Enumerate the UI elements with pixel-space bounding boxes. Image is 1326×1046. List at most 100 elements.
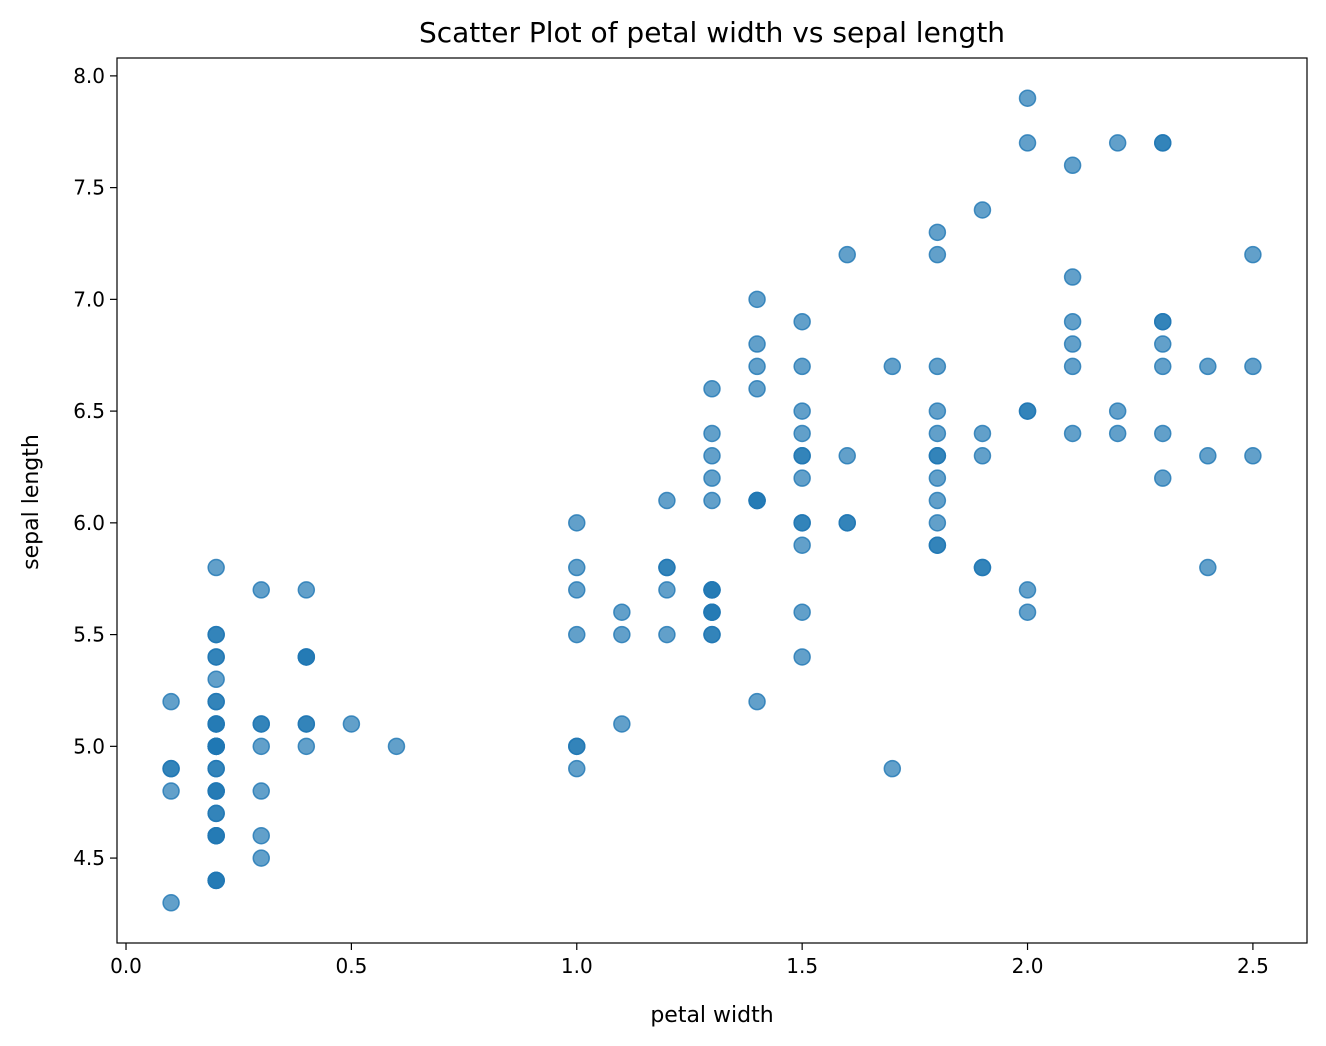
data-point bbox=[793, 357, 811, 376]
x-tick-label: 1.0 bbox=[561, 954, 593, 978]
data-point bbox=[207, 692, 225, 711]
data-point bbox=[252, 715, 270, 733]
data-point bbox=[793, 648, 811, 666]
data-point bbox=[252, 782, 270, 800]
data-point bbox=[1018, 89, 1037, 107]
data-point bbox=[1154, 335, 1172, 353]
data-point bbox=[928, 357, 947, 376]
data-point bbox=[928, 469, 947, 487]
data-point bbox=[703, 380, 721, 398]
data-point bbox=[207, 648, 225, 666]
data-point bbox=[162, 759, 180, 778]
data-point bbox=[1063, 268, 1082, 286]
data-point bbox=[252, 826, 270, 845]
data-point bbox=[1199, 558, 1217, 577]
x-tick-label: 0.5 bbox=[335, 954, 367, 978]
data-point bbox=[703, 581, 721, 599]
data-point bbox=[1063, 357, 1082, 376]
data-point bbox=[1154, 357, 1172, 376]
data-point bbox=[883, 357, 902, 376]
data-point bbox=[342, 715, 361, 733]
data-point bbox=[297, 715, 316, 733]
y-tick-label: 5.5 bbox=[73, 623, 105, 647]
data-point bbox=[793, 424, 811, 443]
data-point bbox=[748, 380, 766, 398]
data-point bbox=[883, 759, 902, 778]
data-point bbox=[1018, 581, 1037, 599]
data-point bbox=[207, 625, 225, 644]
data-point bbox=[297, 737, 316, 756]
data-point bbox=[207, 782, 225, 800]
data-point bbox=[793, 402, 811, 420]
data-point bbox=[568, 514, 586, 532]
x-tick-label: 2.5 bbox=[1237, 954, 1269, 978]
points-layer bbox=[162, 89, 1262, 912]
data-point bbox=[793, 603, 811, 621]
data-point bbox=[793, 312, 811, 331]
data-point bbox=[613, 625, 631, 644]
data-point bbox=[1018, 603, 1037, 621]
x-tick-label: 0.0 bbox=[110, 954, 142, 978]
data-point bbox=[1108, 134, 1127, 152]
data-point bbox=[1063, 424, 1082, 443]
data-point bbox=[252, 849, 270, 867]
data-point bbox=[838, 514, 856, 532]
data-point bbox=[703, 491, 721, 510]
data-point bbox=[1108, 402, 1127, 420]
data-point bbox=[928, 424, 947, 443]
y-tick-label: 7.5 bbox=[73, 176, 105, 200]
data-point bbox=[1199, 447, 1217, 465]
data-point bbox=[297, 581, 316, 599]
data-point bbox=[1244, 245, 1262, 264]
data-point bbox=[568, 558, 586, 577]
y-axis: 4.5 5.0 5.5 6.0 6.5 7.0 7.5 8.0 bbox=[73, 64, 117, 870]
data-point bbox=[1154, 312, 1172, 331]
data-point bbox=[658, 625, 676, 644]
y-tick-label: 5.0 bbox=[73, 734, 105, 758]
data-point bbox=[613, 603, 631, 621]
data-point bbox=[1063, 335, 1082, 353]
data-point bbox=[793, 469, 811, 487]
data-point bbox=[658, 558, 676, 577]
data-point bbox=[838, 245, 856, 264]
data-point bbox=[207, 737, 225, 756]
data-point bbox=[207, 715, 225, 733]
data-point bbox=[793, 514, 811, 532]
y-axis-label: sepal length bbox=[19, 434, 44, 570]
data-point bbox=[928, 536, 947, 554]
data-point bbox=[297, 648, 316, 666]
data-point bbox=[928, 223, 947, 242]
y-tick-label: 7.0 bbox=[73, 287, 105, 311]
data-point bbox=[793, 536, 811, 554]
data-point bbox=[658, 491, 676, 510]
data-point bbox=[387, 737, 406, 756]
data-point bbox=[207, 670, 225, 689]
data-point bbox=[207, 871, 225, 890]
data-point bbox=[748, 357, 766, 376]
plot-frame bbox=[116, 57, 1308, 944]
data-point bbox=[1154, 424, 1172, 443]
y-tick-label: 4.5 bbox=[73, 846, 105, 870]
data-point bbox=[1154, 469, 1172, 487]
data-point bbox=[613, 715, 631, 733]
y-tick-label: 6.0 bbox=[73, 511, 105, 535]
data-point bbox=[568, 581, 586, 599]
data-point bbox=[748, 335, 766, 353]
data-point bbox=[973, 201, 992, 219]
data-point bbox=[1244, 357, 1262, 376]
data-point bbox=[748, 692, 766, 711]
data-point bbox=[207, 759, 225, 778]
data-point bbox=[1063, 156, 1082, 175]
data-point bbox=[748, 491, 766, 510]
data-point bbox=[568, 759, 586, 778]
data-point bbox=[568, 737, 586, 756]
data-point bbox=[658, 581, 676, 599]
data-point bbox=[1244, 447, 1262, 465]
data-point bbox=[838, 447, 856, 465]
data-point bbox=[973, 558, 992, 577]
y-tick-label: 6.5 bbox=[73, 399, 105, 423]
data-point bbox=[793, 447, 811, 465]
data-point bbox=[973, 424, 992, 443]
data-point bbox=[748, 290, 766, 309]
